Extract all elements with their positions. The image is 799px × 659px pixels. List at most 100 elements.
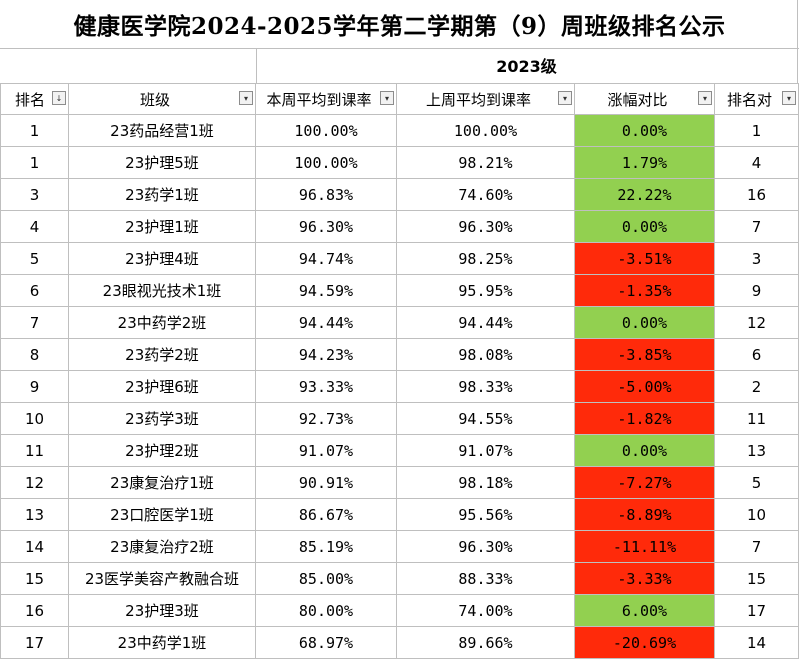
- cell-rank-compare[interactable]: 6: [714, 338, 799, 371]
- cell-change[interactable]: -3.33%: [574, 562, 715, 595]
- cell-class[interactable]: 23护理1班: [68, 210, 256, 243]
- cell-last-week[interactable]: 100.00%: [396, 114, 575, 147]
- cell-last-week[interactable]: 89.66%: [396, 626, 575, 659]
- cell-this-week[interactable]: 96.30%: [255, 210, 397, 243]
- cell-rank-compare[interactable]: 9: [714, 274, 799, 307]
- cell-rank[interactable]: 8: [0, 338, 69, 371]
- cell-last-week[interactable]: 88.33%: [396, 562, 575, 595]
- cell-rank[interactable]: 7: [0, 306, 69, 339]
- cell-change[interactable]: 0.00%: [574, 434, 715, 467]
- cell-last-week[interactable]: 98.25%: [396, 242, 575, 275]
- cell-change[interactable]: -7.27%: [574, 466, 715, 499]
- cell-this-week[interactable]: 96.83%: [255, 178, 397, 211]
- cell-class[interactable]: 23康复治疗2班: [68, 530, 256, 563]
- cell-rank-compare[interactable]: 2: [714, 370, 799, 403]
- cell-rank[interactable]: 11: [0, 434, 69, 467]
- cell-this-week[interactable]: 94.44%: [255, 306, 397, 339]
- cell-this-week[interactable]: 92.73%: [255, 402, 397, 435]
- cell-rank-compare[interactable]: 10: [714, 498, 799, 531]
- cell-this-week[interactable]: 100.00%: [255, 114, 397, 147]
- cell-rank[interactable]: 1: [0, 114, 69, 147]
- cell-class[interactable]: 23药学1班: [68, 178, 256, 211]
- cell-rank[interactable]: 9: [0, 370, 69, 403]
- cell-rank-compare[interactable]: 5: [714, 466, 799, 499]
- cell-class[interactable]: 23护理4班: [68, 242, 256, 275]
- cell-last-week[interactable]: 96.30%: [396, 210, 575, 243]
- sort-filter-icon[interactable]: ↓: [52, 91, 66, 105]
- cell-class[interactable]: 23护理2班: [68, 434, 256, 467]
- cell-last-week[interactable]: 94.55%: [396, 402, 575, 435]
- cell-rank[interactable]: 15: [0, 562, 69, 595]
- cell-last-week[interactable]: 96.30%: [396, 530, 575, 563]
- cell-this-week[interactable]: 80.00%: [255, 594, 397, 627]
- cell-last-week[interactable]: 95.56%: [396, 498, 575, 531]
- cell-change[interactable]: 6.00%: [574, 594, 715, 627]
- cell-class[interactable]: 23护理5班: [68, 146, 256, 179]
- cell-rank-compare[interactable]: 7: [714, 210, 799, 243]
- filter-dropdown-icon[interactable]: ▾: [380, 91, 394, 105]
- cell-change[interactable]: -5.00%: [574, 370, 715, 403]
- cell-rank-compare[interactable]: 4: [714, 146, 799, 179]
- cell-class[interactable]: 23医学美容产教融合班: [68, 562, 256, 595]
- cell-this-week[interactable]: 85.00%: [255, 562, 397, 595]
- cell-rank[interactable]: 12: [0, 466, 69, 499]
- cell-this-week[interactable]: 94.74%: [255, 242, 397, 275]
- cell-rank-compare[interactable]: 16: [714, 178, 799, 211]
- filter-dropdown-icon[interactable]: ▾: [782, 91, 796, 105]
- cell-this-week[interactable]: 90.91%: [255, 466, 397, 499]
- cell-class[interactable]: 23药学3班: [68, 402, 256, 435]
- cell-this-week[interactable]: 85.19%: [255, 530, 397, 563]
- cell-change[interactable]: -20.69%: [574, 626, 715, 659]
- cell-change[interactable]: 1.79%: [574, 146, 715, 179]
- cell-change[interactable]: -3.51%: [574, 242, 715, 275]
- cell-class[interactable]: 23康复治疗1班: [68, 466, 256, 499]
- cell-class[interactable]: 23护理6班: [68, 370, 256, 403]
- cell-change[interactable]: -3.85%: [574, 338, 715, 371]
- cell-rank[interactable]: 6: [0, 274, 69, 307]
- cell-change[interactable]: -8.89%: [574, 498, 715, 531]
- cell-rank-compare[interactable]: 17: [714, 594, 799, 627]
- cell-class[interactable]: 23药品经营1班: [68, 114, 256, 147]
- cell-rank[interactable]: 14: [0, 530, 69, 563]
- cell-last-week[interactable]: 98.33%: [396, 370, 575, 403]
- cell-rank[interactable]: 5: [0, 242, 69, 275]
- cell-change[interactable]: 0.00%: [574, 306, 715, 339]
- cell-this-week[interactable]: 94.59%: [255, 274, 397, 307]
- cell-last-week[interactable]: 91.07%: [396, 434, 575, 467]
- cell-rank-compare[interactable]: 13: [714, 434, 799, 467]
- cell-rank-compare[interactable]: 14: [714, 626, 799, 659]
- cell-rank[interactable]: 13: [0, 498, 69, 531]
- cell-class[interactable]: 23中药学1班: [68, 626, 256, 659]
- cell-rank-compare[interactable]: 3: [714, 242, 799, 275]
- cell-this-week[interactable]: 86.67%: [255, 498, 397, 531]
- cell-this-week[interactable]: 91.07%: [255, 434, 397, 467]
- cell-rank[interactable]: 1: [0, 146, 69, 179]
- cell-change[interactable]: 0.00%: [574, 114, 715, 147]
- cell-rank[interactable]: 16: [0, 594, 69, 627]
- cell-class[interactable]: 23眼视光技术1班: [68, 274, 256, 307]
- cell-change[interactable]: 22.22%: [574, 178, 715, 211]
- cell-this-week[interactable]: 93.33%: [255, 370, 397, 403]
- filter-dropdown-icon[interactable]: ▾: [239, 91, 253, 105]
- cell-rank[interactable]: 3: [0, 178, 69, 211]
- filter-dropdown-icon[interactable]: ▾: [558, 91, 572, 105]
- cell-last-week[interactable]: 98.21%: [396, 146, 575, 179]
- cell-this-week[interactable]: 94.23%: [255, 338, 397, 371]
- cell-rank-compare[interactable]: 15: [714, 562, 799, 595]
- cell-rank-compare[interactable]: 11: [714, 402, 799, 435]
- cell-change[interactable]: 0.00%: [574, 210, 715, 243]
- cell-this-week[interactable]: 100.00%: [255, 146, 397, 179]
- cell-last-week[interactable]: 74.60%: [396, 178, 575, 211]
- cell-rank-compare[interactable]: 12: [714, 306, 799, 339]
- cell-rank-compare[interactable]: 7: [714, 530, 799, 563]
- cell-last-week[interactable]: 98.08%: [396, 338, 575, 371]
- cell-last-week[interactable]: 94.44%: [396, 306, 575, 339]
- cell-this-week[interactable]: 68.97%: [255, 626, 397, 659]
- cell-rank-compare[interactable]: 1: [714, 114, 799, 147]
- cell-rank[interactable]: 10: [0, 402, 69, 435]
- cell-last-week[interactable]: 95.95%: [396, 274, 575, 307]
- filter-dropdown-icon[interactable]: ▾: [698, 91, 712, 105]
- cell-change[interactable]: -1.82%: [574, 402, 715, 435]
- cell-class[interactable]: 23护理3班: [68, 594, 256, 627]
- cell-class[interactable]: 23口腔医学1班: [68, 498, 256, 531]
